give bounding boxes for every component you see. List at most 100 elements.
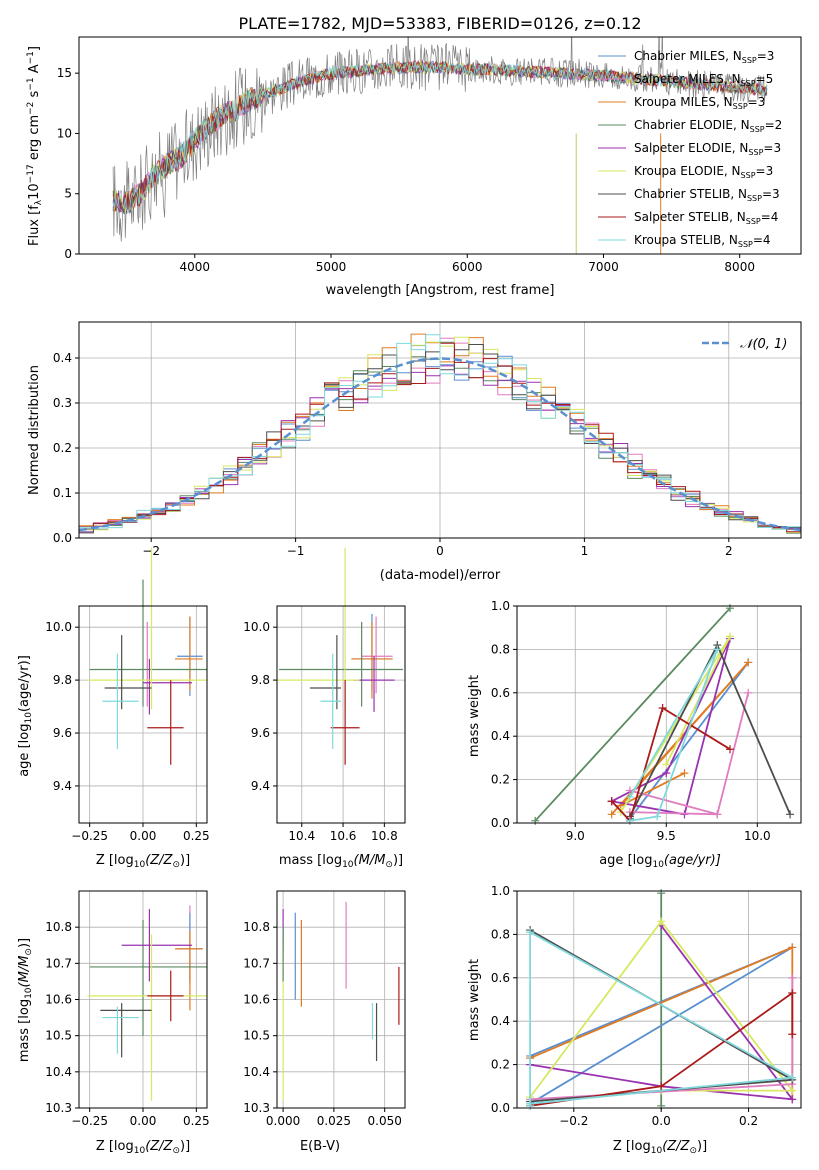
ytick-label: 9.8 — [53, 673, 72, 687]
ytick-label: 10.8 — [45, 920, 72, 934]
ytick-label: 0.8 — [491, 927, 510, 941]
xtick-label: 10.4 — [288, 829, 315, 843]
xtick-label: 1 — [581, 544, 589, 558]
model-spectrum-line — [112, 61, 768, 213]
figure-title: PLATE=1782, MJD=53383, FIBERID=0126, z=0… — [238, 14, 641, 33]
age-vs-Z-xlabel: Z [log10(Z/Z⊙)] — [96, 853, 190, 870]
weight-point-marker — [625, 792, 634, 801]
weight-point-marker — [658, 703, 667, 712]
weight-series-line — [529, 925, 795, 1101]
weight-vs-Z-panel: −0.2 0.0 0.2 0.0 0.2 0.4 0.6 0.8 1.0 Z [log10(Z/… — [467, 884, 802, 1156]
ytick-label: 0.8 — [491, 642, 510, 656]
spectrum-ylabel: Flux [fλ10−17 erg cm−2 s−1 A−1] — [26, 46, 44, 246]
weight-vs-age-ylabel: mass weight — [467, 675, 482, 757]
legend-label: Chabrier MILES, NSSP=3 — [634, 49, 774, 65]
xtick-label: 0.25 — [183, 829, 210, 843]
ytick-label: 10.0 — [243, 620, 270, 634]
ytick-label: 10.3 — [45, 1101, 72, 1115]
legend-label: Kroupa STELIB, NSSP=4 — [634, 233, 771, 249]
mass-vs-Z-panel: −0.25 0.00 0.25 10.3 10.4 10.5 10.6 10.7 10.8 Z … — [17, 890, 210, 1156]
weight-point-marker — [726, 745, 734, 754]
axes-frame — [516, 890, 802, 1109]
ytick-label: 15 — [57, 66, 72, 80]
ytick-label: 0.2 — [491, 773, 510, 787]
xtick-label: 4000 — [180, 260, 211, 274]
weight-series-line — [611, 706, 731, 823]
xtick-label: 2 — [725, 544, 733, 558]
weight-point-marker — [526, 928, 535, 937]
weight-point-marker — [744, 658, 753, 667]
xtick-label: 0 — [436, 544, 444, 558]
ytick-label: 0.2 — [491, 1058, 510, 1072]
xtick-label: −0.25 — [71, 1114, 108, 1128]
xtick-label: −1 — [287, 544, 305, 558]
axes-frame — [516, 605, 802, 824]
weight-point-marker — [788, 1095, 797, 1104]
legend-label: Chabrier STELIB, NSSP=3 — [634, 187, 780, 203]
xtick-label: 7000 — [588, 260, 619, 274]
ytick-label: 0.3 — [53, 396, 72, 410]
model-spectrum-line — [112, 59, 768, 212]
weight-vs-Z-ylabel: mass weight — [467, 959, 482, 1041]
weight-vs-age-plot-area: 9.0 9.5 10.0 0.0 0.2 0.4 0.6 0.8 1.0 — [491, 599, 802, 843]
ytick-label: 9.4 — [53, 779, 72, 793]
spectrum-plot-area — [112, 37, 768, 254]
weight-point-marker — [788, 1030, 797, 1039]
normal-curve — [79, 357, 801, 532]
ytick-label: 10.4 — [243, 1065, 270, 1079]
weight-vs-Z-xlabel: Z [log10(Z/Z⊙)] — [613, 1139, 707, 1156]
age-vs-Z-panel: −0.25 0.00 0.25 9.4 9.6 9.8 10.0 Z [log10(Z/Z⊙… — [17, 547, 210, 870]
ytick-label: 9.6 — [53, 726, 72, 740]
xtick-label: 0.2 — [739, 1114, 758, 1128]
xtick-label: 10.8 — [371, 829, 398, 843]
weight-point-marker — [662, 760, 671, 769]
spectrum-panel: 4000 5000 6000 7000 8000 0 5 10 15 wavelength [A… — [26, 36, 802, 298]
ytick-label: 10.3 — [243, 1101, 270, 1115]
spectrum-lines — [112, 37, 768, 254]
axes-frame — [78, 36, 802, 255]
ytick-label: 10.4 — [45, 1065, 72, 1079]
legend-label: Salpeter STELIB, NSSP=4 — [634, 210, 778, 226]
xtick-label: 0.050 — [368, 1114, 402, 1128]
ytick-label: 10.7 — [45, 956, 72, 970]
xtick-label: 0.00 — [130, 1114, 157, 1128]
weight-vs-age-xlabel: age [log10(age/yr)] — [599, 853, 721, 870]
residuals-ylabel: Normed distribution — [27, 365, 42, 495]
ytick-label: 10.6 — [45, 993, 72, 1007]
ytick-label: 0.6 — [491, 971, 510, 985]
weight-point-marker — [653, 812, 662, 821]
legend-label: Chabrier ELODIE, NSSP=2 — [634, 118, 782, 134]
legend-label: Kroupa ELODIE, NSSP=3 — [634, 164, 773, 180]
residuals-xlabel: (data-model)/error — [380, 568, 501, 583]
axes-frame — [276, 605, 406, 824]
ytick-label: 10.8 — [243, 920, 270, 934]
ytick-label: 10.5 — [45, 1029, 72, 1043]
xtick-label: 8000 — [724, 260, 755, 274]
weight-series-line — [629, 648, 719, 822]
weight-series-line — [534, 607, 731, 822]
weight-point-marker — [788, 973, 797, 982]
mass-vs-Z-xlabel: Z [log10(Z/Z⊙)] — [96, 1139, 190, 1156]
weight-point-marker — [657, 917, 666, 926]
mass-vs-ebv-plot-area: 0.000 0.025 0.050 10.3 10.4 10.5 10.6 10.7 10.8 — [243, 890, 406, 1128]
mass-vs-ebv-xlabel: E(B-V) — [300, 1139, 340, 1154]
legend-label: Salpeter ELODIE, NSSP=3 — [634, 141, 781, 157]
weight-point-marker — [662, 769, 671, 778]
ytick-label: 1.0 — [491, 599, 510, 613]
ytick-label: 0.6 — [491, 686, 510, 700]
ytick-label: 0.0 — [491, 1101, 510, 1115]
xtick-label: 0.025 — [317, 1114, 351, 1128]
age-vs-Z-plot-area: −0.25 0.00 0.25 9.4 9.6 9.8 10.0 — [45, 547, 210, 843]
xtick-label: −0.2 — [559, 1114, 588, 1128]
model-spectrum-line — [112, 60, 768, 214]
xtick-label: 0.00 — [130, 829, 157, 843]
xtick-label: 9.0 — [566, 829, 585, 843]
weight-series-line — [529, 991, 794, 1107]
ytick-label: 10.7 — [243, 956, 270, 970]
residuals-legend: 𝒩(0, 1) — [702, 337, 787, 352]
weight-series-line — [529, 930, 796, 1106]
model-spectrum-line — [112, 60, 768, 215]
legend-label: Kroupa MILES, NSSP=3 — [634, 95, 765, 111]
